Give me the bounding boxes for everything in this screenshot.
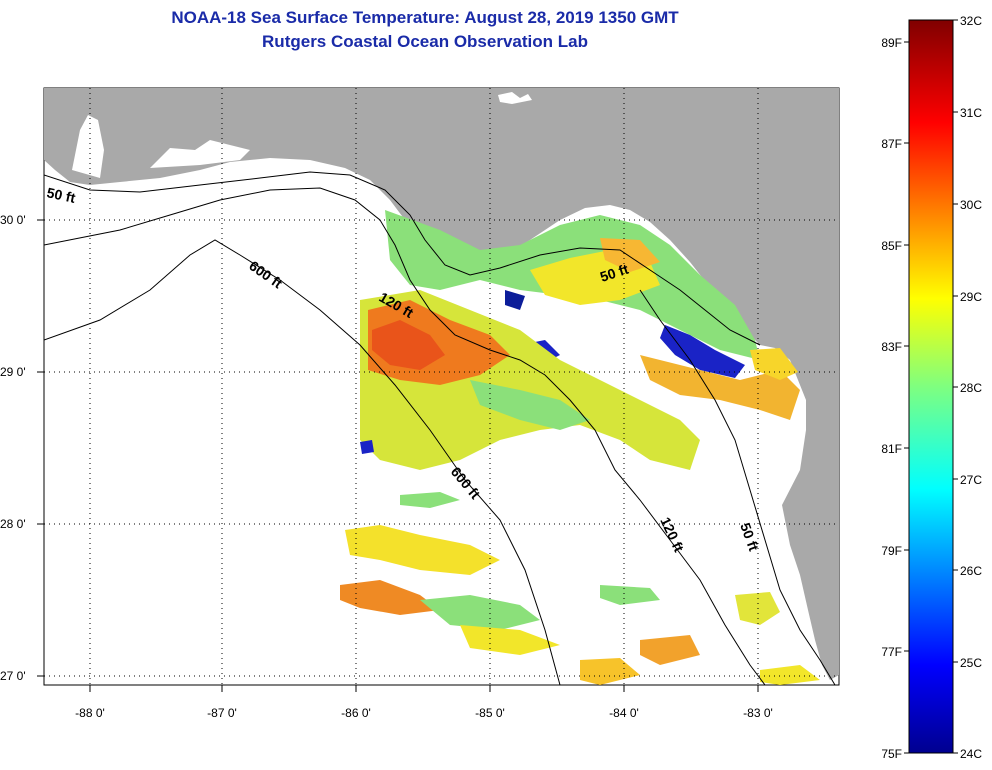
colorbar-celsius-label: 26C <box>960 564 982 578</box>
colorbar-celsius-label: 28C <box>960 381 982 395</box>
map-title: NOAA-18 Sea Surface Temperature: August … <box>171 8 679 27</box>
longitude-label: -83 0' <box>743 706 773 720</box>
colorbar <box>908 19 954 754</box>
latitude-label: 29 0' <box>0 365 26 379</box>
bay <box>72 115 104 178</box>
colorbar-ticks <box>904 19 958 754</box>
colorbar-fahrenheit-label: 83F <box>881 340 902 354</box>
lake <box>498 92 532 104</box>
latitude-label: 28 0' <box>0 517 26 531</box>
longitude-label: -84 0' <box>609 706 639 720</box>
colorbar-celsius-label: 27C <box>960 473 982 487</box>
colorbar-celsius-label: 25C <box>960 656 982 670</box>
colorbar-fahrenheit-label: 87F <box>881 137 902 151</box>
bay <box>150 140 250 168</box>
colorbar-celsius-label: 31C <box>960 106 982 120</box>
longitude-label: -87 0' <box>207 706 237 720</box>
colorbar-fahrenheit-label: 81F <box>881 442 902 456</box>
longitude-label: -85 0' <box>475 706 505 720</box>
latitude-label: 27 0' <box>0 669 26 683</box>
depth-contours <box>44 171 836 685</box>
colorbar-fahrenheit-label: 89F <box>881 36 902 50</box>
longitude-label: -86 0' <box>341 706 371 720</box>
sst-data-layer <box>340 210 820 685</box>
colorbar-fahrenheit-label: 77F <box>881 645 902 659</box>
colorbar-fahrenheit-label: 75F <box>881 747 902 761</box>
colorbar-celsius-label: 30C <box>960 198 982 212</box>
axis-ticks <box>37 219 759 692</box>
colorbar-fahrenheit-label: 79F <box>881 544 902 558</box>
colorbar-celsius-label: 32C <box>960 14 982 28</box>
land-mass <box>44 88 839 680</box>
latitude-label: 30 0' <box>0 213 26 227</box>
contour-label: 50 ft <box>45 184 77 206</box>
colorbar-celsius-label: 24C <box>960 747 982 761</box>
colorbar-fahrenheit-label: 85F <box>881 239 902 253</box>
map-subtitle: Rutgers Coastal Ocean Observation Lab <box>262 32 588 51</box>
colorbar-celsius-label: 29C <box>960 290 982 304</box>
longitude-label: -88 0' <box>75 706 105 720</box>
